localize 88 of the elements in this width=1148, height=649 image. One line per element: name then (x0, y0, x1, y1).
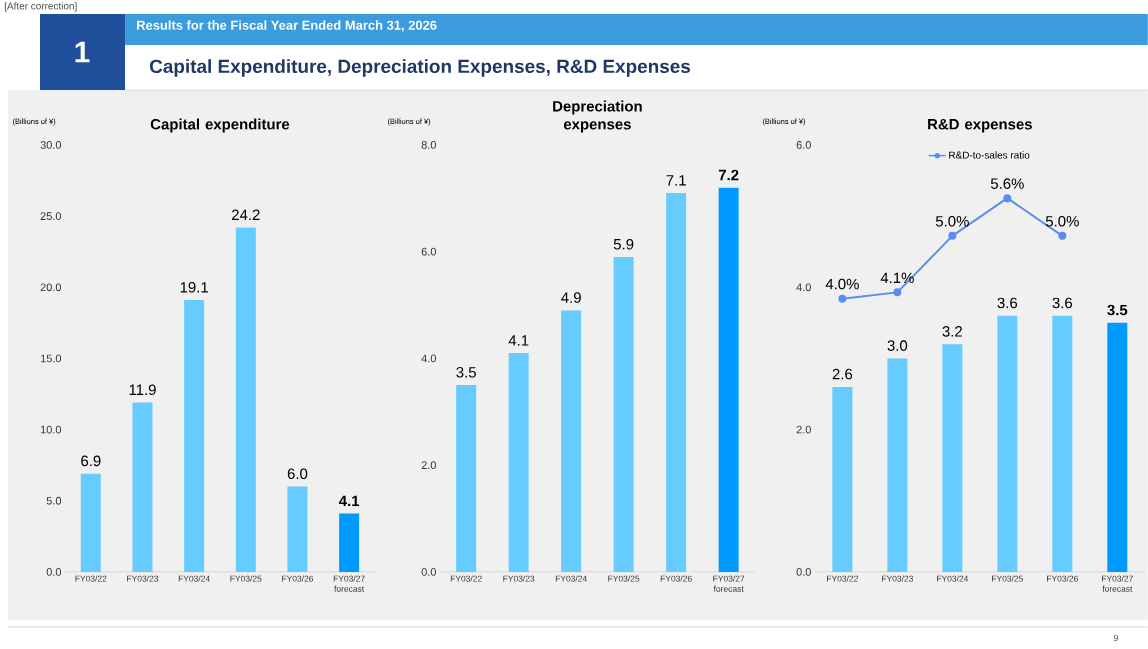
point (1058, 231, 1067, 240)
x-tick-label: FY03/27 forecast (1102, 575, 1133, 592)
y-tick-label: 6.0 (796, 141, 811, 149)
x-tick-label: FY03/27 forecast (713, 575, 745, 592)
text: Results for the Fiscal Year Ended March 31, 2026 (137, 20, 437, 32)
bar (508, 353, 529, 572)
x-tick-label: FY03/24 (555, 575, 587, 582)
x-tick-label: FY03/24 (937, 575, 969, 582)
bar (1107, 322, 1128, 572)
data-label: 5.9 (613, 238, 634, 250)
y-tick-label: 8.0 (421, 141, 436, 149)
point (948, 231, 957, 240)
data-label: 4.1 (338, 495, 360, 507)
text: Capital Expenditure, Depreciation Expenses, R&D Expenses (149, 59, 691, 77)
data-label: 3.5 (456, 367, 476, 378)
chart-title: Capital expenditure (150, 118, 290, 133)
bar (80, 473, 101, 572)
bar (287, 486, 308, 572)
data-label: 19.1 (180, 282, 208, 293)
bar (235, 227, 256, 572)
data-label: 6.0 (287, 468, 308, 480)
y-tick-label: 4.0 (421, 354, 436, 363)
y-tick-label: 20.0 (40, 283, 62, 292)
bar (666, 193, 687, 572)
data-label: 4.9 (561, 292, 581, 303)
text: 1 (75, 41, 90, 63)
legend-label: R&D-to-sales ratio (949, 151, 1030, 159)
data-label: 5.0% (935, 216, 969, 227)
chart-title: Depreciation expenses (553, 100, 642, 133)
bar (942, 344, 963, 572)
bar (456, 385, 477, 572)
x-tick-label: FY03/24 (178, 575, 210, 582)
y-tick-label: 6.0 (421, 247, 436, 256)
point (838, 294, 847, 303)
text: 9 (1113, 634, 1118, 642)
bar (832, 386, 853, 572)
x-tick-label: FY03/23 (127, 575, 159, 582)
y-tick-label: 0.0 (421, 568, 436, 576)
point (1003, 194, 1012, 203)
y-tick-label: 25.0 (40, 212, 62, 221)
x-tick-label: FY03/26 (660, 575, 692, 582)
x-tick-label: FY03/26 (1047, 575, 1078, 582)
data-label: 2.6 (832, 368, 853, 380)
bar (997, 315, 1018, 572)
x-tick-label: FY03/25 (230, 575, 262, 582)
bar (339, 513, 360, 572)
data-label: 5.0% (1045, 216, 1079, 227)
text: [After correction] (4, 2, 77, 12)
data-label: 6.9 (81, 455, 101, 467)
data-label: 3.0 (887, 340, 908, 351)
point (893, 288, 902, 297)
x-tick-label: FY03/23 (503, 575, 535, 582)
data-label: 3.2 (942, 326, 962, 337)
y-tick-label: 10.0 (40, 425, 62, 434)
y-tick-label: 15.0 (40, 354, 62, 363)
y-tick-label: 0.0 (46, 568, 62, 576)
bar (561, 310, 582, 572)
bar (718, 187, 739, 572)
bar (132, 402, 153, 572)
x-tick-label: FY03/22 (75, 575, 107, 582)
bar (184, 300, 205, 572)
x-tick-label: FY03/22 (450, 575, 482, 582)
data-label: 3.5 (1107, 304, 1128, 316)
x-tick-label: FY03/22 (827, 575, 858, 582)
x-tick-label: FY03/23 (882, 575, 913, 582)
data-label: 3.6 (1052, 297, 1073, 309)
bar (613, 257, 634, 572)
data-label: 5.6% (990, 178, 1024, 189)
data-label: 3.6 (997, 297, 1018, 309)
x-tick-label: FY03/27 forecast (333, 575, 365, 592)
data-label: 4.0% (825, 278, 859, 290)
bar (887, 358, 908, 572)
y-tick-label: 0.0 (796, 568, 811, 576)
chart-title: R&D expenses (928, 119, 1032, 133)
bar (1052, 315, 1073, 572)
data-label: 7.2 (718, 169, 739, 181)
x-tick-label: FY03/25 (608, 575, 640, 582)
data-label: 11.9 (129, 384, 156, 396)
y-tick-label: 5.0 (46, 496, 62, 505)
x-tick-label: FY03/26 (282, 575, 314, 582)
data-label: 7.1 (666, 175, 686, 186)
data-label: 24.2 (232, 209, 260, 221)
x-tick-label: FY03/25 (992, 575, 1023, 582)
y-tick-label: 2.0 (796, 425, 811, 434)
y-tick-label: 2.0 (421, 461, 436, 470)
y-tick-label: 4.0 (796, 283, 811, 292)
data-label: 4.1 (508, 335, 529, 346)
y-tick-label: 30.0 (40, 141, 62, 149)
